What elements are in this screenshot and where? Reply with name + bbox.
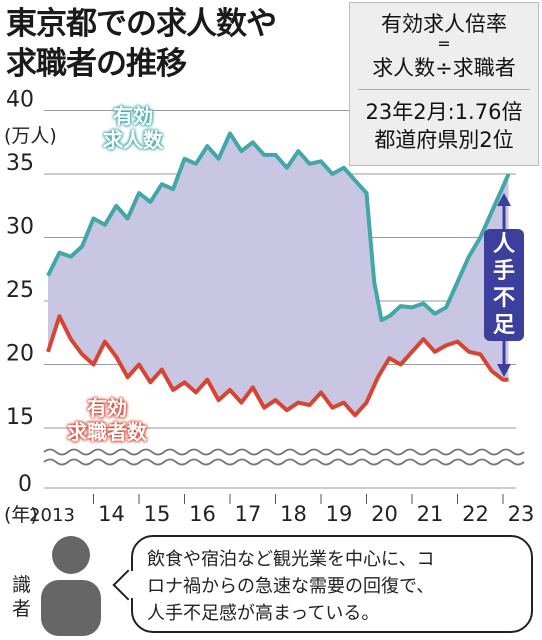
x-tick-label: 14 (98, 502, 125, 526)
formula-equals: = (437, 34, 451, 53)
axis-break-wave (43, 458, 525, 466)
y-tick-label: 40 (6, 88, 34, 113)
shortage-char-3: 不 (492, 286, 515, 311)
x-tick-label: 19 (326, 502, 353, 526)
formula-numerator: 有効求人倍率 (381, 12, 507, 36)
formula-denominator: 求人数÷求職者 (372, 56, 516, 80)
expert-label-char-1: 識 (12, 574, 32, 596)
gap-fill-area (48, 133, 509, 416)
shortage-char-4: 足 (492, 313, 515, 338)
y-tick-label: 35 (6, 151, 34, 176)
x-tick-label: 21 (417, 502, 444, 526)
shortage-annotation: 人 手 不 足 (484, 229, 524, 341)
series-line-jobs (46, 131, 511, 323)
comment-line-2: ロナ禍からの急速な需要の回復で、 (147, 576, 435, 597)
series-line-seekers (46, 314, 509, 418)
x-tick-label: 16 (189, 502, 216, 526)
axis-break-marks (43, 448, 525, 466)
series-label-jobs: 有効 求人数 (93, 104, 173, 152)
x-tick-label: 17 (235, 502, 262, 526)
axis-break-wave (43, 448, 525, 456)
stat-ratio: 23年2月:1.76倍 (365, 100, 523, 124)
title-line-2: 求職者の推移 (6, 46, 187, 82)
expert-body (41, 580, 101, 636)
x-tick-label: 23 (508, 502, 535, 526)
comment-line-3: 人手不足感が高まっている。 (147, 603, 380, 624)
y-tick-label: 20 (6, 342, 34, 367)
x-tick-labels: (年)2013 14 15 16 17 18 19 20 21 22 23 (4, 502, 534, 526)
series-label-jobs-line-1: 有効 (113, 104, 153, 128)
expert-label: 識 者 (12, 573, 34, 621)
x-tick-label: 22 (462, 502, 489, 526)
info-divider (358, 89, 530, 90)
y-tick-labels: 40 35 30 25 20 15 0 (万人) (4, 88, 57, 498)
arrow-head-top (497, 193, 511, 206)
expert-label-char-2: 者 (12, 598, 32, 620)
x-tick-label: 2013 (29, 505, 75, 526)
title-line-1: 東京都での求人数や (6, 6, 277, 42)
expert-comment-bubble: 飲食や宿泊など観光業を中心に、コ ロナ禍からの急速な需要の回復で、 人手不足感が… (131, 535, 533, 633)
x-tick-label: 15 (144, 502, 171, 526)
y-tick-label: 25 (6, 278, 34, 303)
expert-head (52, 536, 90, 574)
y-tick-label: 15 (6, 405, 34, 430)
info-box: 有効求人倍率 = 求人数÷求職者 23年2月:1.76倍 都道府県別2位 (349, 2, 539, 166)
stat-rank: 都道府県別2位 (374, 128, 514, 152)
arrow-head-bottom (497, 364, 511, 377)
series-label-jobs-line-2: 求人数 (103, 128, 163, 152)
y-tick-label: 30 (6, 215, 34, 240)
y-tick-label: 0 (18, 472, 32, 497)
x-unit-label: (年) (4, 504, 38, 526)
series-label-seekers-line-1: 有効 (87, 396, 127, 420)
x-tick-label: 20 (371, 502, 398, 526)
y-unit-label: (万人) (4, 125, 57, 147)
shortage-char-2: 手 (492, 259, 515, 284)
series-label-seekers-line-2: 求職者数 (67, 420, 147, 444)
shortage-char-1: 人 (492, 232, 515, 257)
chart-title: 東京都での求人数や 求職者の推移 (6, 4, 277, 84)
comment-line-1: 飲食や宿泊など観光業を中心に、コ (147, 549, 435, 570)
x-tick-label: 18 (280, 502, 307, 526)
series-label-seekers: 有効 求職者数 (51, 396, 163, 444)
